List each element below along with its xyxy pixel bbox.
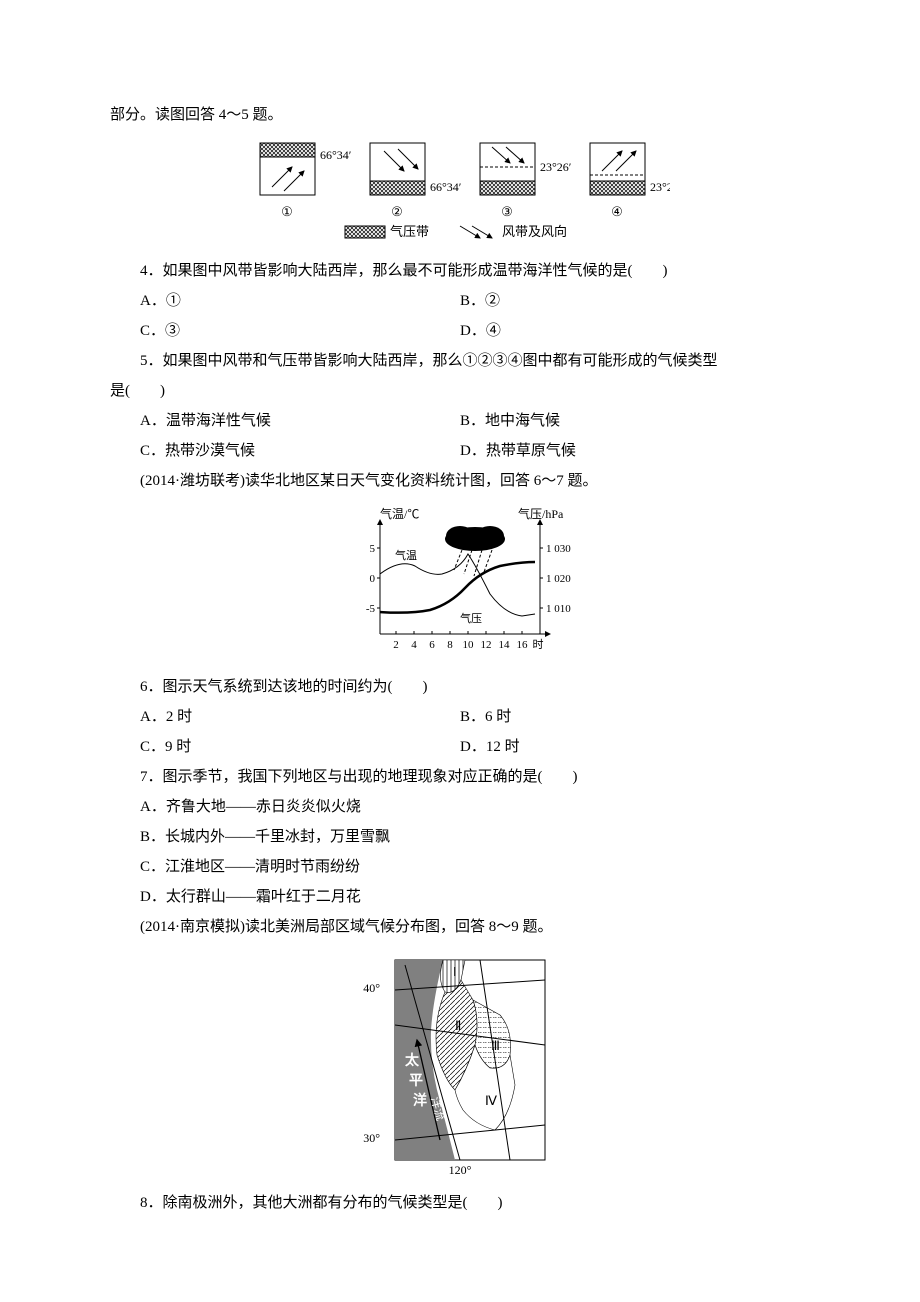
fig3-ocean-1: 太 — [405, 1052, 420, 1069]
fig1-num-4: ④ — [611, 204, 623, 219]
fig3-lat40: 40° — [363, 981, 380, 995]
fig2-ann-press: 气压 — [460, 611, 482, 625]
q7-opt-b: B．长城内外——千里冰封，万里雪飘 — [110, 822, 810, 852]
fig1-lat-1: 66°34′ — [320, 148, 352, 162]
q5-opt-c: C．热带沙漠气候 — [110, 436, 460, 466]
fig3-r3: Ⅲ — [491, 1038, 500, 1053]
svg-text:14: 14 — [499, 639, 511, 651]
q7-stem: 7．图示季节，我国下列地区与出现的地理现象对应正确的是( ) — [110, 762, 810, 792]
fig3-lon120: 120° — [449, 1163, 472, 1177]
q5-opt-b: B．地中海气候 — [460, 406, 810, 436]
q6-opt-a: A．2 时 — [110, 702, 460, 732]
svg-text:10: 10 — [463, 639, 475, 651]
q4-opt-c: C．③ — [110, 316, 460, 346]
q4-opt-a: A．① — [110, 286, 460, 316]
q4-opt-b: B．② — [460, 286, 810, 316]
svg-text:4: 4 — [411, 639, 417, 651]
fig1-num-1: ① — [281, 204, 293, 219]
fig1-lat-2: 66°34′ — [430, 180, 462, 194]
figure-3: 40° 30° 120° 太 平 洋 洋流 Ⅰ Ⅱ Ⅲ Ⅳ — [110, 950, 810, 1180]
svg-text:2: 2 — [393, 639, 399, 651]
q5-opt-a: A．温带海洋性气候 — [110, 406, 460, 436]
figure-1: 66°34′ 66°34′ 23°26′ 23°26′ ① ② ③ ④ 气压带 … — [110, 138, 810, 248]
fig3-ocean-2: 平 — [409, 1073, 423, 1089]
fig1-num-2: ② — [391, 204, 403, 219]
fig2-ltick-0: 0 — [370, 573, 376, 585]
q5-opt-d: D．热带草原气候 — [460, 436, 810, 466]
fig1-lat-4: 23°26′ — [650, 180, 670, 194]
fig3-intro: (2014·南京模拟)读北美洲局部区域气候分布图，回答 8～9 题。 — [110, 912, 810, 942]
fig1-legend-pressure: 气压带 — [390, 224, 429, 239]
q5-stem-1: 5．如果图中风带和气压带皆影响大陆西岸，那么①②③④图中都有可能形成的气候类型 — [110, 346, 810, 376]
fig2-rtick-1020: 1 020 — [546, 573, 571, 585]
fig1-legend-wind: 风带及风向 — [502, 224, 567, 239]
q6-opt-c: C．9 时 — [110, 732, 460, 762]
q7-opt-d: D．太行群山——霜叶红于二月花 — [110, 882, 810, 912]
q4-opt-d: D．④ — [460, 316, 810, 346]
q7-opt-c: C．江淮地区——清明时节雨纷纷 — [110, 852, 810, 882]
fig2-intro: (2014·潍坊联考)读华北地区某日天气变化资料统计图，回答 6～7 题。 — [110, 466, 810, 496]
fig3-lat30: 30° — [363, 1131, 380, 1145]
fig2-ylabel-right: 气压/hPa — [518, 506, 564, 521]
fig1-lat-3: 23°26′ — [540, 160, 572, 174]
fig2-ltick-5: 5 — [370, 543, 376, 555]
figure-2: 气温/℃ 气压/hPa 5 0 -5 1 030 1 020 1 010 2 4… — [110, 504, 810, 664]
q6-opt-d: D．12 时 — [460, 732, 810, 762]
q6-opt-b: B．6 时 — [460, 702, 810, 732]
svg-text:时: 时 — [533, 638, 544, 651]
fig2-rtick-1010: 1 010 — [546, 603, 571, 615]
svg-text:12: 12 — [481, 639, 492, 651]
svg-text:6: 6 — [429, 639, 435, 651]
fig3-r2: Ⅱ — [455, 1018, 461, 1033]
fig3-r4: Ⅳ — [485, 1093, 497, 1108]
fig2-rtick-1030: 1 030 — [546, 543, 571, 555]
fig2-ann-temp: 气温 — [395, 548, 417, 562]
q7-opt-a: A．齐鲁大地——赤日炎炎似火烧 — [110, 792, 810, 822]
intro-line: 部分。读图回答 4～5 题。 — [110, 100, 810, 130]
svg-text:16: 16 — [517, 639, 529, 651]
svg-text:8: 8 — [447, 639, 453, 651]
q6-stem: 6．图示天气系统到达该地的时间约为( ) — [110, 672, 810, 702]
fig3-r1: Ⅰ — [453, 965, 457, 979]
q5-stem-2: 是( ) — [110, 376, 810, 406]
fig2-ltick-m5: -5 — [366, 603, 376, 615]
fig2-ylabel-left: 气温/℃ — [380, 506, 419, 521]
q4-stem: 4．如果图中风带皆影响大陆西岸，那么最不可能形成温带海洋性气候的是( ) — [110, 256, 810, 286]
fig3-ocean-3: 洋 — [413, 1092, 427, 1109]
q8-stem: 8．除南极洲外，其他大洲都有分布的气候类型是( ) — [110, 1188, 810, 1218]
fig1-num-3: ③ — [501, 204, 513, 219]
